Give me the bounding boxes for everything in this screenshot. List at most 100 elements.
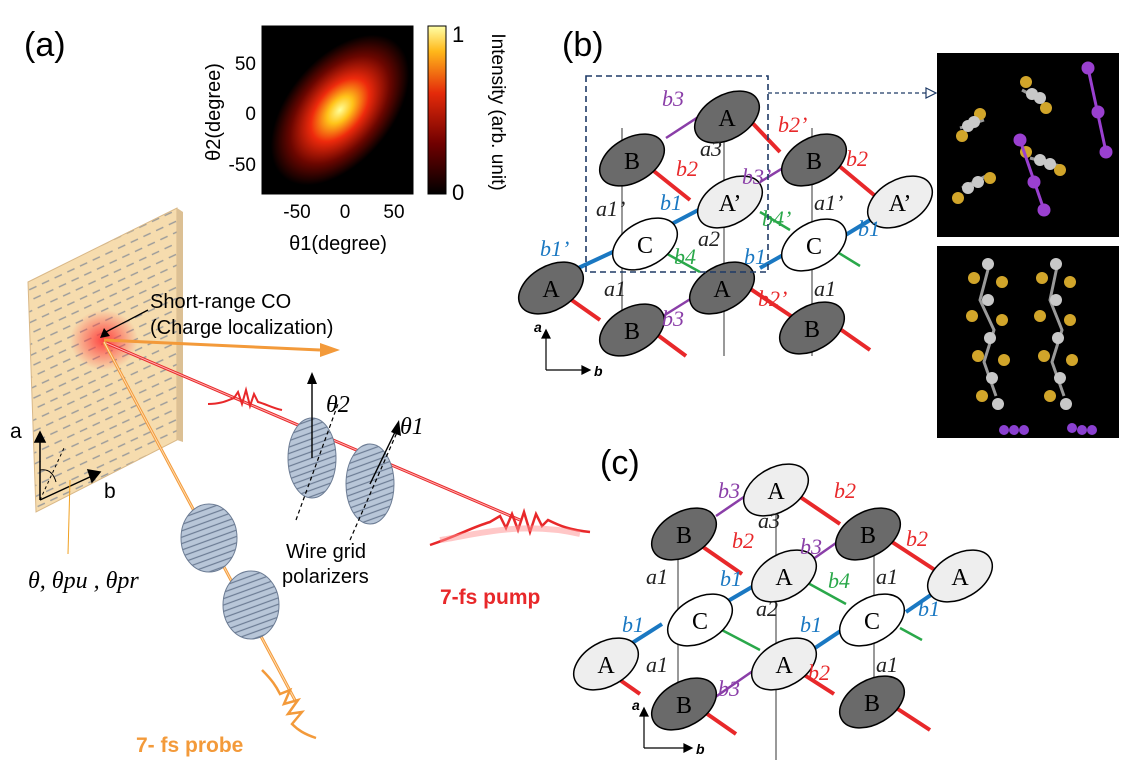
co-label-line2: (Charge localization) bbox=[150, 317, 333, 339]
heatmap-colorbar bbox=[427, 25, 447, 195]
bond-label-a2: a2 bbox=[698, 226, 720, 251]
pump-pulse-small bbox=[207, 386, 283, 411]
svg-text:A: A bbox=[713, 277, 731, 303]
c-bond-label-a2: a2 bbox=[756, 596, 778, 621]
sample-plate bbox=[27, 207, 183, 513]
lattice-b-molecules: A B A’ C A B A’ C bbox=[518, 90, 933, 357]
heatmap-ytick-50: 50 bbox=[235, 54, 256, 75]
polarizers-label-line2: polarizers bbox=[282, 566, 369, 588]
svg-text:A’: A’ bbox=[889, 191, 912, 217]
molecule-b-A-bottom-left: A bbox=[518, 261, 584, 315]
sample-axis-a-label: a bbox=[10, 420, 22, 443]
angles-label: θ, θpu , θpr bbox=[28, 568, 139, 594]
sample-axes bbox=[33, 430, 102, 501]
molecule-b-B-left: B bbox=[599, 133, 665, 187]
bond-label-b2p-bottom: b2’ bbox=[758, 286, 787, 311]
bond-label-b4: b4 bbox=[674, 244, 696, 269]
polarizer-probe-1 bbox=[180, 503, 238, 573]
molecule-b-A-top: A bbox=[694, 90, 760, 144]
svg-text:B: B bbox=[806, 149, 822, 175]
bond-label-b1-right: b1 bbox=[858, 216, 880, 241]
bond-label-b3-bottom: b3 bbox=[662, 306, 684, 331]
c-bond-label-b3-top: b3 bbox=[718, 478, 740, 503]
c-bond-label-b2-bottom: b2 bbox=[808, 660, 830, 685]
lattice-c-molecules: A B A B A C C A bbox=[573, 463, 993, 731]
bond-label-b4p: b4’ bbox=[762, 206, 791, 231]
c-bond-label-b2-top: b2 bbox=[834, 478, 856, 503]
bond-label-b3-top: b3 bbox=[662, 86, 684, 111]
c-bond-label-b3-bottom: b3 bbox=[718, 676, 740, 701]
molecule-b-Aprime-right: A’ bbox=[867, 175, 933, 229]
c-bond-label-b1-upper: b1 bbox=[720, 566, 742, 591]
bond-label-b3p: b3’ bbox=[742, 164, 771, 189]
svg-text:B: B bbox=[804, 317, 820, 343]
heatmap-intensity bbox=[270, 34, 410, 186]
colorbar-min-label: 0 bbox=[452, 180, 464, 205]
polarizer-pump-theta2 bbox=[287, 372, 339, 521]
svg-text:C: C bbox=[806, 234, 822, 260]
bond-label-a1-right: a1 bbox=[814, 276, 836, 301]
heatmap-frame bbox=[261, 25, 414, 195]
polarizers-label-line1: Wire grid bbox=[286, 541, 366, 563]
molecule-c-B-bottom-left: B bbox=[651, 677, 717, 731]
molecule-b-Aprime-center: A’ bbox=[697, 175, 763, 229]
c-bond-label-a3: a3 bbox=[758, 508, 780, 533]
svg-text:A: A bbox=[767, 479, 785, 505]
molecule-c-B-bottom-right: B bbox=[839, 675, 905, 729]
sample-axis-b-label: b bbox=[104, 480, 116, 503]
bond-label-b2-right: b2 bbox=[846, 146, 868, 171]
molecule-c-A-bottom-center: A bbox=[751, 637, 817, 691]
lattice-c-axis-a: a bbox=[632, 697, 640, 713]
molecule-b-C-left: C bbox=[612, 217, 678, 271]
svg-text:C: C bbox=[864, 609, 880, 635]
molecule-c-B-right: B bbox=[835, 507, 901, 561]
heatmap-ytick-neg50: -50 bbox=[229, 155, 256, 176]
molecule-c-B-left: B bbox=[651, 507, 717, 561]
svg-text:A: A bbox=[718, 106, 736, 132]
molecule-c-A-right: A bbox=[927, 549, 993, 603]
lattice-c-axis-b: b bbox=[696, 741, 705, 757]
svg-text:C: C bbox=[637, 233, 653, 259]
lattice-b-bond-labels: b3 b2’ a3 b2 b3’ b2 a1’ b1 b4’ a1’ b1 a2… bbox=[540, 86, 880, 331]
panel-label-c: (c) bbox=[600, 444, 640, 482]
molecule-c-C-right: C bbox=[839, 593, 905, 647]
co-pointer bbox=[101, 309, 149, 335]
colorbar-max-label: 1 bbox=[452, 22, 464, 47]
svg-text:A: A bbox=[775, 565, 793, 591]
svg-text:B: B bbox=[676, 693, 692, 719]
lattice-c-axes bbox=[639, 706, 694, 753]
bond-label-b2-left: b2 bbox=[676, 156, 698, 181]
heatmap-xtick-50: 50 bbox=[383, 202, 404, 223]
svg-text:A: A bbox=[951, 565, 969, 591]
c-bond-label-b1-center: b1 bbox=[800, 612, 822, 637]
bond-label-b2p-top: b2’ bbox=[778, 112, 807, 137]
molecule-render-bottom bbox=[937, 246, 1119, 438]
panel-label-b: (b) bbox=[562, 26, 604, 64]
molecule-b-B-right: B bbox=[781, 133, 847, 187]
molecule-b-B-bottom: B bbox=[599, 303, 665, 357]
c-bond-label-b2-left: b2 bbox=[732, 528, 754, 553]
heatmap-xtick-0: 0 bbox=[340, 202, 351, 223]
polarizer-probe-2 bbox=[222, 570, 280, 640]
bond-label-b1-upper: b1 bbox=[660, 190, 682, 215]
probe-pulse bbox=[261, 669, 317, 740]
heatmap-ylabel: θ2(degree) bbox=[203, 63, 225, 161]
colorbar-label: Intensity (arb. unit) bbox=[487, 33, 508, 190]
svg-text:A: A bbox=[597, 653, 615, 679]
pump-label: 7-fs pump bbox=[440, 586, 540, 609]
svg-text:C: C bbox=[692, 609, 708, 635]
lattice-b-axes bbox=[541, 328, 592, 375]
svg-text:B: B bbox=[624, 149, 640, 175]
svg-text:A: A bbox=[542, 277, 560, 303]
c-bond-label-b1-right: b1 bbox=[918, 596, 940, 621]
lattice-b-axis-b: b bbox=[594, 363, 603, 379]
molecule-c-C-left: C bbox=[667, 593, 733, 647]
bond-label-a1p-left: a1’ bbox=[596, 196, 625, 221]
svg-text:A’: A’ bbox=[719, 191, 742, 217]
bond-label-a1p-right: a1’ bbox=[814, 190, 843, 215]
lattice-c-bond-labels: b3 b2 a3 b2 b3 b2 a1 b1 b4 a1 b1 a2 b1 b… bbox=[622, 478, 940, 701]
c-bond-label-b1-left: b1 bbox=[622, 612, 644, 637]
svg-text:B: B bbox=[624, 319, 640, 345]
